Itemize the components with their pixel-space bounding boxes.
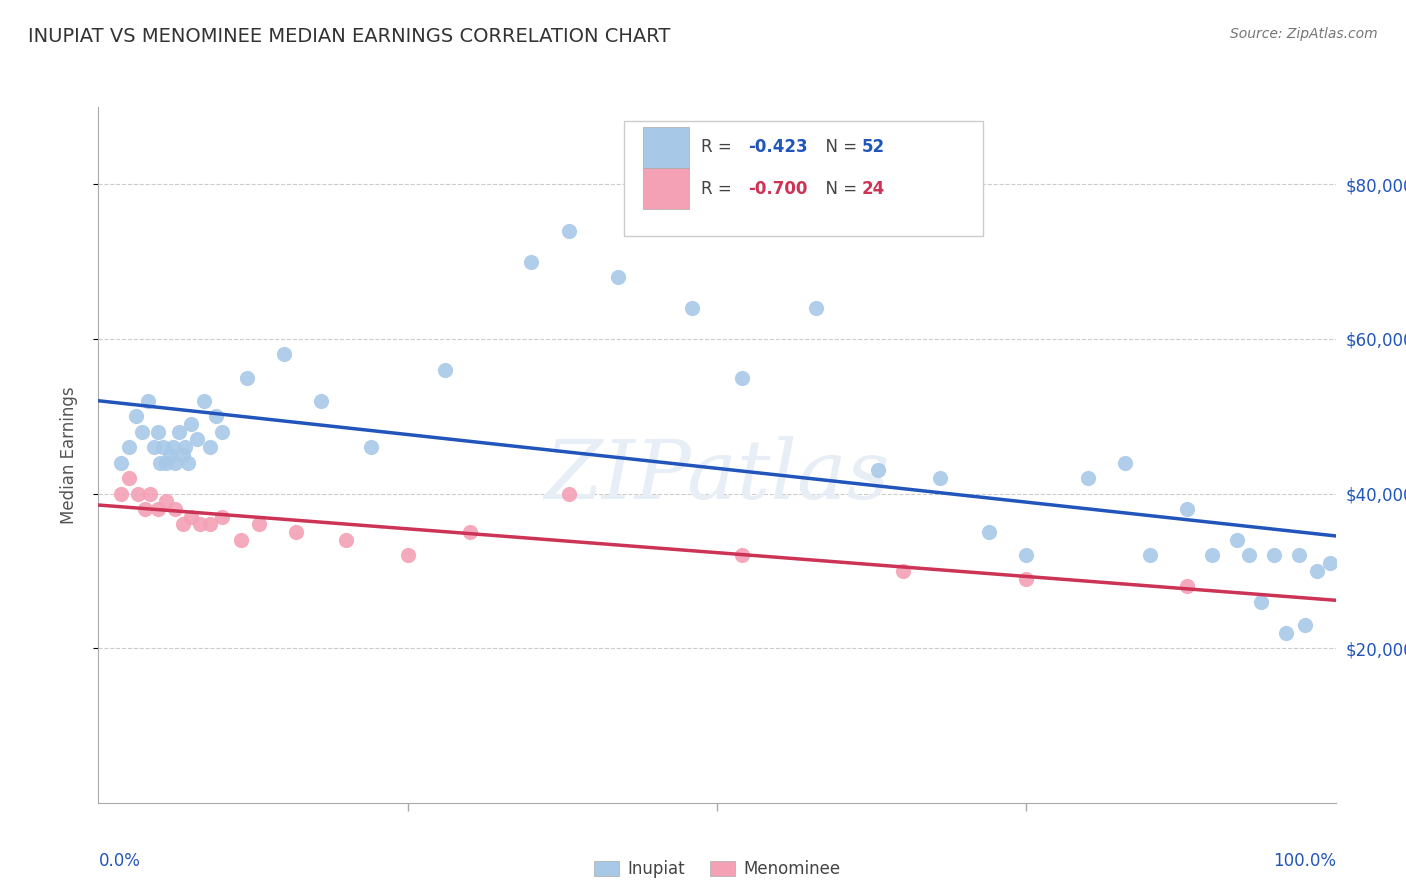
Point <box>165 502 187 516</box>
Point <box>149 456 172 470</box>
Point <box>557 224 579 238</box>
Point <box>1226 533 1249 547</box>
Point <box>159 448 181 462</box>
Point <box>1015 572 1038 586</box>
Point <box>309 393 332 408</box>
Point <box>118 440 141 454</box>
Point <box>979 525 1001 540</box>
Text: ZIPatlas: ZIPatlas <box>544 436 890 516</box>
Point <box>134 502 156 516</box>
Point <box>211 509 233 524</box>
Point <box>172 517 194 532</box>
Point <box>110 456 132 470</box>
Point <box>193 393 215 408</box>
Point <box>143 440 166 454</box>
Point <box>1306 564 1329 578</box>
Point <box>139 486 162 500</box>
Point <box>165 456 187 470</box>
Point <box>162 440 184 454</box>
Point <box>891 564 914 578</box>
Point <box>155 494 177 508</box>
Point <box>360 440 382 454</box>
Point <box>1114 456 1136 470</box>
Point <box>136 393 159 408</box>
Text: N =: N = <box>815 180 862 198</box>
Point <box>211 425 233 439</box>
Point <box>607 270 630 285</box>
Text: -0.423: -0.423 <box>748 138 807 156</box>
Point <box>1237 549 1260 563</box>
Point <box>247 517 270 532</box>
Point <box>731 370 754 384</box>
FancyBboxPatch shape <box>643 169 689 210</box>
Point <box>229 533 252 547</box>
Point <box>928 471 950 485</box>
Point <box>180 417 202 431</box>
Point <box>110 486 132 500</box>
Point <box>866 463 889 477</box>
Point <box>118 471 141 485</box>
Point <box>804 301 827 315</box>
Point <box>188 517 211 532</box>
Point <box>1175 502 1198 516</box>
Point <box>127 486 149 500</box>
Text: N =: N = <box>815 138 862 156</box>
Text: 52: 52 <box>862 138 884 156</box>
Point <box>557 486 579 500</box>
Point <box>1077 471 1099 485</box>
Point <box>731 549 754 563</box>
Point <box>131 425 153 439</box>
Point <box>1201 549 1223 563</box>
Point <box>167 425 190 439</box>
Point <box>176 456 198 470</box>
Text: 24: 24 <box>862 180 884 198</box>
Point <box>155 456 177 470</box>
Point <box>285 525 308 540</box>
Point <box>236 370 259 384</box>
Text: 100.0%: 100.0% <box>1272 852 1336 870</box>
Point <box>458 525 481 540</box>
Point <box>124 409 146 424</box>
Point <box>180 509 202 524</box>
Text: INUPIAT VS MENOMINEE MEDIAN EARNINGS CORRELATION CHART: INUPIAT VS MENOMINEE MEDIAN EARNINGS COR… <box>28 27 671 45</box>
Point <box>1250 595 1272 609</box>
Point <box>335 533 357 547</box>
FancyBboxPatch shape <box>643 127 689 168</box>
Point <box>681 301 703 315</box>
Point <box>146 425 169 439</box>
Point <box>1263 549 1285 563</box>
FancyBboxPatch shape <box>624 121 983 235</box>
Point <box>1319 556 1341 570</box>
Point <box>273 347 295 361</box>
Point <box>152 440 174 454</box>
Text: R =: R = <box>702 180 737 198</box>
Point <box>174 440 197 454</box>
Point <box>198 440 221 454</box>
Point <box>520 254 543 268</box>
Point <box>1294 618 1316 632</box>
Point <box>433 363 456 377</box>
Text: -0.700: -0.700 <box>748 180 807 198</box>
Point <box>1175 579 1198 593</box>
Point <box>1275 625 1298 640</box>
Legend: Inupiat, Menominee: Inupiat, Menominee <box>588 854 846 885</box>
Point <box>1015 549 1038 563</box>
Text: 0.0%: 0.0% <box>98 852 141 870</box>
Text: R =: R = <box>702 138 737 156</box>
Point <box>146 502 169 516</box>
Text: Source: ZipAtlas.com: Source: ZipAtlas.com <box>1230 27 1378 41</box>
Point <box>205 409 228 424</box>
Point <box>186 433 208 447</box>
Point <box>198 517 221 532</box>
Point <box>1139 549 1161 563</box>
Y-axis label: Median Earnings: Median Earnings <box>59 386 77 524</box>
Point <box>1288 549 1310 563</box>
Point <box>396 549 419 563</box>
Point <box>172 448 194 462</box>
